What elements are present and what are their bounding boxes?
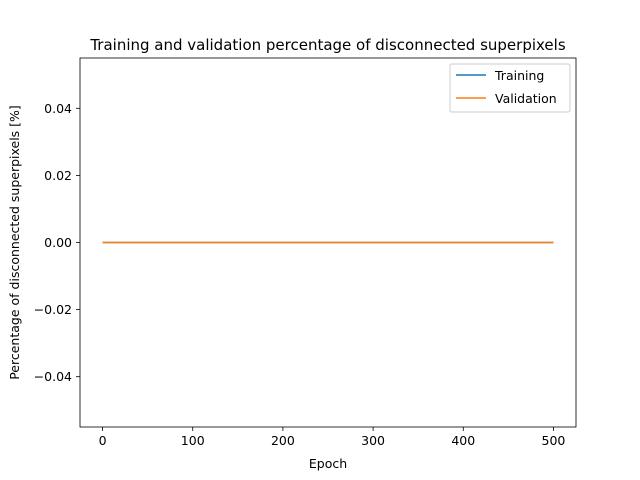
y-tick-label: 0.00 — [44, 235, 72, 250]
x-tick-label: 300 — [361, 433, 385, 448]
legend-box — [449, 63, 571, 113]
y-tick-label: −0.04 — [34, 369, 72, 384]
y-tick-label: 0.02 — [44, 168, 72, 183]
x-tick-label: 500 — [542, 433, 566, 448]
x-tick-label: 400 — [451, 433, 475, 448]
y-axis-label: Percentage of disconnected superpixels [… — [7, 105, 22, 380]
x-tick-label: 0 — [99, 433, 107, 448]
legend: Training Validation — [449, 63, 571, 113]
x-axis-label: Epoch — [309, 456, 347, 471]
y-axis-ticks: −0.04 −0.02 0.00 0.02 0.04 — [34, 101, 80, 384]
x-axis-ticks: 0 100 200 300 400 500 — [99, 427, 566, 448]
y-tick-label: −0.02 — [34, 302, 72, 317]
y-tick-label: 0.04 — [44, 101, 72, 116]
legend-label-validation: Validation — [495, 91, 557, 106]
x-tick-label: 200 — [271, 433, 295, 448]
chart-title: Training and validation percentage of di… — [89, 36, 566, 54]
x-tick-label: 100 — [181, 433, 205, 448]
legend-label-training: Training — [494, 68, 544, 83]
